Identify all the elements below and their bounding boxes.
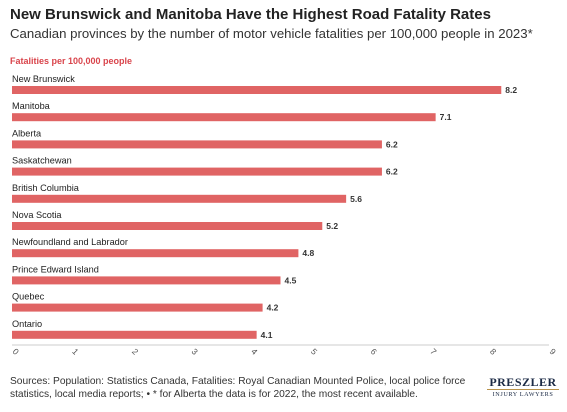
category-label: Alberta bbox=[12, 128, 42, 138]
bar bbox=[12, 194, 347, 203]
value-label: 7.1 bbox=[440, 112, 452, 122]
x-tick-label: 1 bbox=[70, 346, 81, 357]
category-label: Manitoba bbox=[12, 101, 51, 111]
value-label: 4.8 bbox=[302, 248, 314, 258]
x-tick-label: 8 bbox=[488, 346, 499, 357]
bar bbox=[12, 249, 299, 258]
bar bbox=[12, 167, 382, 176]
value-label: 6.2 bbox=[386, 167, 398, 177]
x-tick-label: 7 bbox=[428, 346, 439, 357]
bar bbox=[12, 140, 382, 149]
value-label: 6.2 bbox=[386, 139, 398, 149]
logo-tagline: INJURY LAWYERS bbox=[487, 389, 559, 399]
category-label: New Brunswick bbox=[12, 74, 75, 84]
x-tick-label: 4 bbox=[249, 346, 260, 357]
bar bbox=[12, 276, 281, 285]
bar bbox=[12, 303, 263, 312]
x-tick-label: 9 bbox=[548, 346, 559, 357]
value-label: 4.5 bbox=[285, 275, 297, 285]
category-label: Newfoundland and Labrador bbox=[12, 237, 128, 247]
chart-title: New Brunswick and Manitoba Have the High… bbox=[10, 6, 491, 23]
value-axis-label: Fatalities per 100,000 people bbox=[10, 56, 133, 66]
chart-subtitle: Canadian provinces by the number of moto… bbox=[10, 26, 533, 41]
bar bbox=[12, 86, 502, 94]
x-tick-label: 3 bbox=[190, 346, 201, 357]
category-label: Ontario bbox=[12, 319, 42, 329]
value-label: 4.1 bbox=[261, 330, 273, 340]
x-tick-label: 6 bbox=[369, 346, 380, 357]
sources-note: Sources: Population: Statistics Canada, … bbox=[10, 376, 466, 400]
x-tick-label: 0 bbox=[11, 346, 22, 357]
logo-name: PRESZLER bbox=[489, 375, 557, 389]
bar bbox=[12, 113, 436, 122]
value-label: 5.6 bbox=[350, 194, 362, 204]
category-label: Nova Scotia bbox=[12, 210, 62, 220]
x-tick-label: 2 bbox=[130, 346, 141, 357]
x-tick-label: 5 bbox=[309, 346, 320, 357]
value-label: 4.2 bbox=[267, 303, 279, 313]
preszler-logo: PRESZLER INJURY LAWYERS bbox=[487, 375, 559, 399]
category-label: Saskatchewan bbox=[12, 156, 72, 166]
value-label: 8.2 bbox=[505, 85, 517, 95]
value-label: 5.2 bbox=[326, 221, 338, 231]
category-label: Prince Edward Island bbox=[12, 264, 99, 274]
category-label: Quebec bbox=[12, 292, 45, 302]
bar bbox=[12, 330, 257, 339]
category-label: British Columbia bbox=[12, 183, 80, 193]
bar bbox=[12, 222, 323, 230]
